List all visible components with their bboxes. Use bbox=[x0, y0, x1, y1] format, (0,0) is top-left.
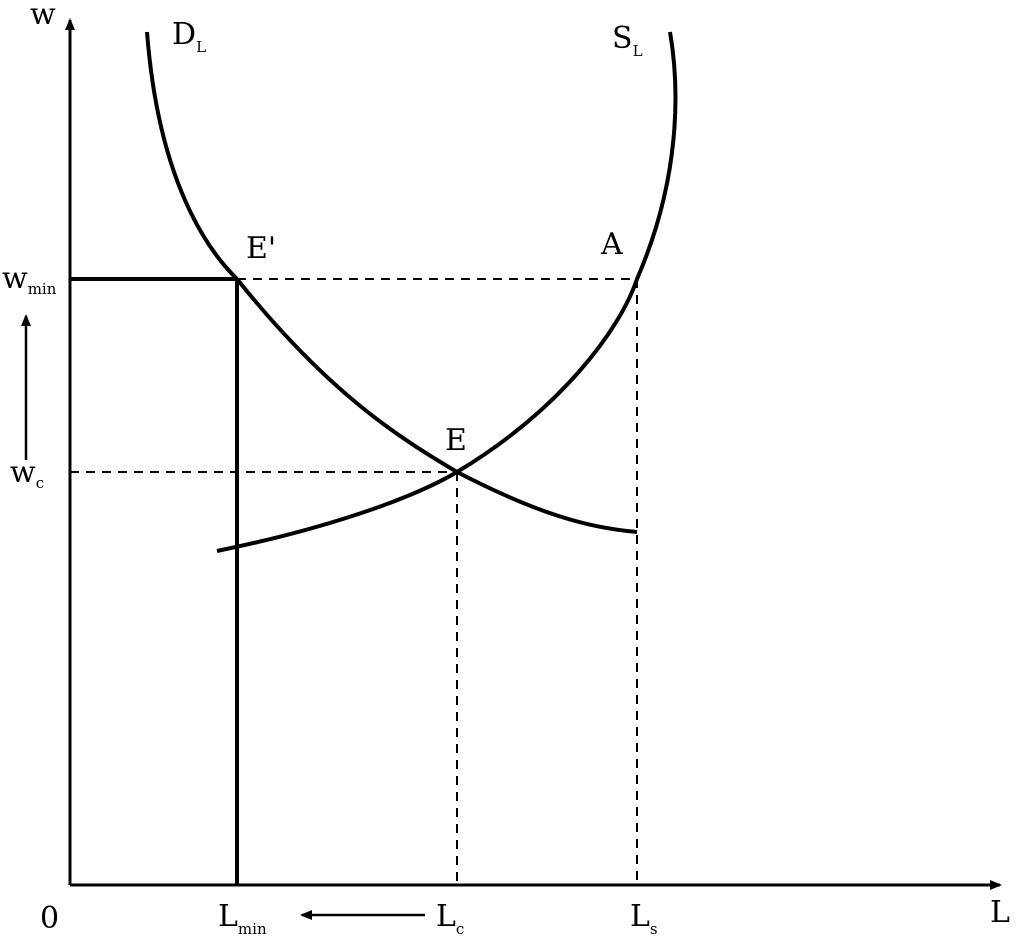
w-min-label: wmin bbox=[2, 261, 57, 298]
supply-curve bbox=[216, 31, 678, 553]
l-s-label: Ls bbox=[630, 899, 658, 938]
l-min-label: Lmin bbox=[218, 899, 267, 938]
origin-label: 0 bbox=[40, 901, 59, 936]
y-axis-label: w bbox=[30, 0, 56, 32]
w-c-label: wc bbox=[10, 455, 44, 492]
point-e-label: E bbox=[445, 423, 467, 458]
demand-curve bbox=[145, 31, 638, 534]
demand-curve-label: DL bbox=[172, 17, 206, 56]
supply-curve-label: SL bbox=[612, 21, 643, 60]
l-c-label: Lc bbox=[436, 899, 464, 938]
x-axis-label: L bbox=[990, 895, 1010, 930]
point-a-label: A bbox=[600, 227, 623, 262]
point-e-prime-label: E' bbox=[246, 231, 276, 266]
